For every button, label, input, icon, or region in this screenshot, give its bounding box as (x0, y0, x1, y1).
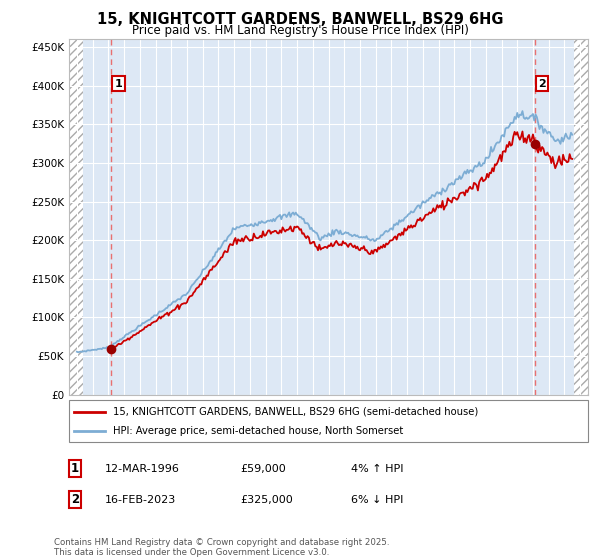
Text: 6% ↓ HPI: 6% ↓ HPI (351, 494, 403, 505)
Text: £325,000: £325,000 (240, 494, 293, 505)
Text: 2: 2 (538, 78, 546, 88)
Text: 4% ↑ HPI: 4% ↑ HPI (351, 464, 404, 474)
Text: 15, KNIGHTCOTT GARDENS, BANWELL, BS29 6HG: 15, KNIGHTCOTT GARDENS, BANWELL, BS29 6H… (97, 12, 503, 27)
Bar (574, 39, 588, 395)
Text: 15, KNIGHTCOTT GARDENS, BANWELL, BS29 6HG (semi-detached house): 15, KNIGHTCOTT GARDENS, BANWELL, BS29 6H… (113, 407, 478, 417)
Text: HPI: Average price, semi-detached house, North Somerset: HPI: Average price, semi-detached house,… (113, 426, 403, 436)
Text: 2: 2 (71, 493, 79, 506)
Text: £59,000: £59,000 (240, 464, 286, 474)
Text: Price paid vs. HM Land Registry's House Price Index (HPI): Price paid vs. HM Land Registry's House … (131, 24, 469, 36)
Text: Contains HM Land Registry data © Crown copyright and database right 2025.
This d: Contains HM Land Registry data © Crown c… (54, 538, 389, 557)
Text: 16-FEB-2023: 16-FEB-2023 (105, 494, 176, 505)
Text: 1: 1 (115, 78, 122, 88)
Text: 12-MAR-1996: 12-MAR-1996 (105, 464, 180, 474)
Text: 1: 1 (71, 462, 79, 475)
Bar (69, 39, 83, 395)
